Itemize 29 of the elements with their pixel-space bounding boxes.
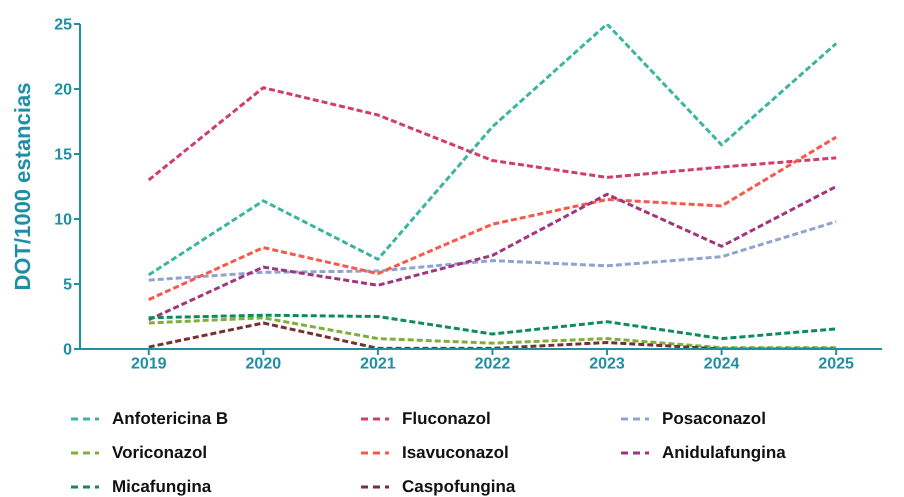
line-series (147, 314, 838, 340)
line-series (147, 220, 838, 282)
legend-label: Anfotericina B (112, 409, 228, 429)
line-series (147, 86, 838, 182)
y-tick-label: 5 (63, 276, 72, 294)
x-tick-label: 2023 (589, 355, 625, 372)
y-tick-label: 25 (54, 16, 72, 34)
y-axis-title: DOT/1000 estancias (10, 82, 35, 290)
y-tick-label: 20 (54, 82, 72, 99)
y-tick-label: 0 (63, 342, 72, 359)
line-series (147, 24, 838, 276)
line-series (147, 185, 838, 322)
line-series (147, 136, 838, 302)
x-tick-label: 2021 (360, 355, 396, 372)
x-tick-label: 2020 (246, 355, 282, 372)
legend-label: Micafungina (112, 477, 212, 497)
legend-label: Anidulafungina (662, 443, 786, 463)
line-series (147, 316, 838, 349)
y-tick-label: 10 (54, 212, 72, 229)
x-tick-label: 2025 (818, 355, 854, 372)
legend-label: Caspofungina (402, 477, 516, 497)
legend-label: Isavuconazol (402, 443, 509, 463)
legend-label: Posaconazol (662, 409, 766, 429)
x-tick-label: 2024 (704, 355, 740, 372)
x-tick-label: 2022 (474, 355, 510, 372)
legend-label: Voriconazol (112, 443, 208, 463)
y-tick-label: 15 (54, 146, 72, 164)
legend-label: Fluconazol (402, 409, 491, 429)
x-tick-label: 2019 (130, 355, 167, 372)
